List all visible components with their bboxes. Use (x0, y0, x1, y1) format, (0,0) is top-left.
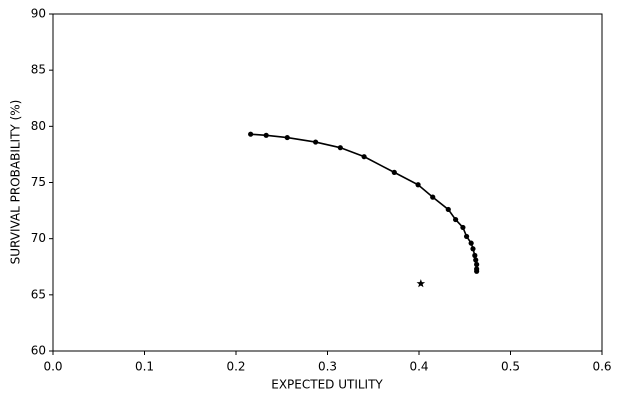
point-marker (463, 233, 470, 240)
plot-frame (52, 13, 603, 352)
y-tick-label: 90 (31, 7, 46, 21)
point-marker (474, 268, 480, 274)
y-tick-label: 60 (31, 344, 46, 358)
x-tick-label: 0.5 (501, 360, 520, 374)
x-tick-label: 0.6 (592, 360, 611, 374)
point-marker (313, 139, 319, 145)
y-tick-label: 85 (31, 63, 46, 77)
y-axis-label: SURVIVAL PROBABILITY (%) (9, 100, 23, 265)
point-marker (248, 131, 254, 137)
x-tick-label: 0.0 (43, 360, 62, 374)
x-tick-label: 0.4 (409, 360, 428, 374)
y-tick-label: 65 (31, 287, 46, 301)
point-marker (473, 257, 479, 263)
point-marker (430, 194, 436, 200)
star-marker (416, 279, 426, 288)
x-tick-label: 0.1 (135, 360, 154, 374)
point-marker (468, 240, 474, 246)
point-marker (361, 154, 367, 160)
x-tick-label: 0.2 (226, 360, 245, 374)
y-tick-label: 70 (31, 231, 46, 245)
point-marker (474, 261, 480, 268)
point-marker (445, 206, 451, 213)
point-marker (263, 132, 269, 138)
point-marker (337, 145, 343, 151)
point-marker (284, 134, 290, 141)
point-marker (460, 224, 466, 231)
point-marker (391, 169, 397, 175)
point-marker (472, 252, 478, 259)
y-tick-label: 80 (31, 119, 46, 133)
x-tick-label: 0.3 (318, 360, 337, 374)
x-axis-label: EXPECTED UTILITY (271, 378, 383, 392)
point-marker (415, 182, 421, 188)
point-marker (470, 246, 476, 252)
point-marker (453, 216, 459, 223)
y-tick-label: 75 (31, 175, 46, 189)
